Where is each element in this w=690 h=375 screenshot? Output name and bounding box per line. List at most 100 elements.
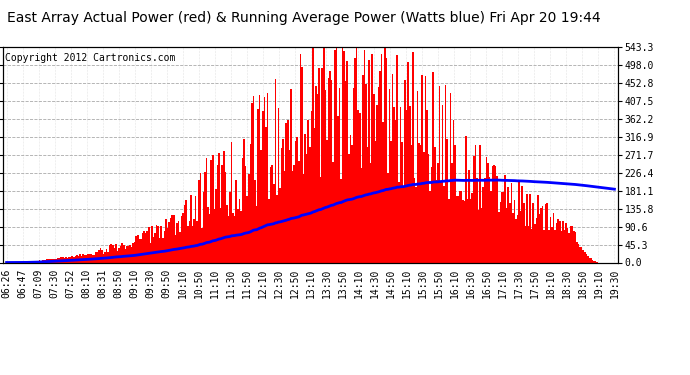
Bar [284, 171, 286, 262]
Bar [317, 94, 318, 262]
Bar [454, 146, 456, 262]
Bar [381, 54, 382, 262]
Bar [286, 123, 287, 262]
Bar [581, 247, 582, 262]
Bar [203, 192, 204, 262]
Bar [460, 190, 462, 262]
Bar [362, 75, 364, 262]
Bar [492, 166, 493, 262]
Bar [303, 174, 304, 262]
Bar [103, 254, 104, 262]
Bar [423, 152, 424, 262]
Bar [428, 154, 429, 262]
Bar [523, 204, 524, 262]
Bar [299, 54, 301, 262]
Bar [268, 199, 270, 262]
Bar [239, 199, 240, 262]
Bar [126, 246, 128, 262]
Bar [262, 111, 264, 262]
Bar [457, 196, 459, 262]
Bar [40, 261, 41, 262]
Bar [56, 259, 57, 262]
Bar [542, 206, 543, 262]
Bar [182, 213, 184, 262]
Bar [165, 219, 167, 262]
Bar [110, 244, 112, 262]
Bar [156, 225, 157, 262]
Bar [264, 97, 265, 262]
Bar [590, 258, 592, 262]
Bar [168, 222, 170, 262]
Bar [204, 172, 206, 262]
Bar [129, 245, 131, 262]
Bar [549, 217, 551, 262]
Bar [221, 165, 223, 262]
Bar [445, 85, 446, 262]
Bar [173, 215, 175, 262]
Bar [223, 151, 224, 262]
Bar [51, 259, 52, 262]
Bar [57, 258, 59, 262]
Bar [465, 136, 466, 262]
Bar [245, 166, 246, 262]
Bar [315, 86, 317, 262]
Bar [368, 60, 370, 262]
Bar [72, 256, 73, 262]
Bar [84, 255, 86, 262]
Bar [501, 192, 503, 262]
Bar [132, 243, 134, 262]
Bar [295, 141, 297, 262]
Bar [522, 186, 523, 262]
Bar [82, 254, 84, 262]
Bar [164, 231, 165, 262]
Bar [345, 81, 346, 262]
Bar [186, 201, 187, 262]
Bar [595, 261, 596, 262]
Bar [412, 52, 413, 262]
Bar [589, 258, 590, 262]
Bar [32, 261, 34, 262]
Bar [37, 261, 39, 262]
Bar [290, 88, 292, 262]
Bar [70, 257, 72, 262]
Bar [329, 71, 331, 262]
Bar [575, 232, 576, 262]
Bar [543, 230, 545, 262]
Bar [301, 67, 303, 262]
Bar [144, 231, 145, 262]
Bar [553, 213, 554, 262]
Bar [287, 120, 288, 262]
Bar [540, 208, 542, 262]
Bar [429, 191, 431, 262]
Bar [277, 108, 279, 262]
Bar [257, 109, 259, 262]
Bar [526, 194, 528, 262]
Bar [578, 244, 580, 262]
Bar [507, 187, 509, 262]
Bar [282, 139, 284, 262]
Bar [339, 88, 340, 262]
Bar [360, 168, 362, 262]
Bar [554, 230, 556, 262]
Bar [120, 246, 121, 262]
Bar [392, 74, 393, 262]
Bar [556, 223, 558, 262]
Bar [513, 200, 515, 262]
Bar [141, 233, 144, 262]
Bar [192, 226, 193, 262]
Bar [198, 180, 199, 262]
Bar [324, 90, 326, 262]
Bar [357, 110, 359, 262]
Bar [580, 248, 581, 262]
Bar [78, 256, 79, 262]
Bar [380, 71, 381, 262]
Bar [293, 165, 295, 262]
Bar [539, 214, 540, 262]
Bar [370, 163, 371, 262]
Bar [209, 214, 210, 262]
Bar [442, 105, 443, 262]
Bar [292, 171, 293, 262]
Bar [215, 189, 217, 262]
Bar [41, 260, 43, 262]
Bar [481, 208, 482, 262]
